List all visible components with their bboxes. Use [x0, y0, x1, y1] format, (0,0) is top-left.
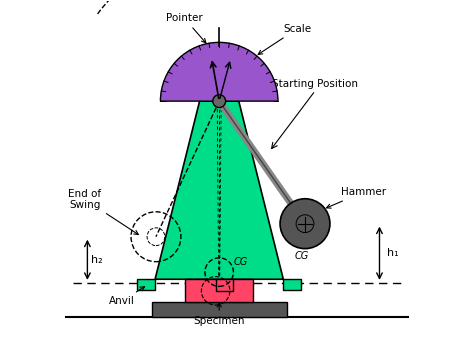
Circle shape [280, 199, 330, 249]
Text: h₂: h₂ [91, 255, 102, 265]
Text: End of
Swing: End of Swing [68, 188, 138, 234]
Wedge shape [160, 42, 278, 101]
Text: Scale: Scale [258, 24, 311, 55]
Circle shape [213, 95, 226, 108]
Text: CG: CG [233, 257, 248, 267]
Bar [185, 279, 253, 302]
Text: CG: CG [294, 251, 309, 261]
Text: Hammer: Hammer [327, 187, 386, 208]
Polygon shape [137, 279, 155, 290]
Text: Starting Position: Starting Position [273, 79, 358, 89]
Bar [152, 302, 287, 317]
Text: Anvil: Anvil [109, 287, 145, 306]
Polygon shape [155, 101, 283, 279]
Text: Specimen: Specimen [193, 303, 245, 326]
Polygon shape [283, 279, 301, 290]
Text: Pointer: Pointer [166, 13, 206, 43]
Text: h₁: h₁ [387, 248, 398, 258]
